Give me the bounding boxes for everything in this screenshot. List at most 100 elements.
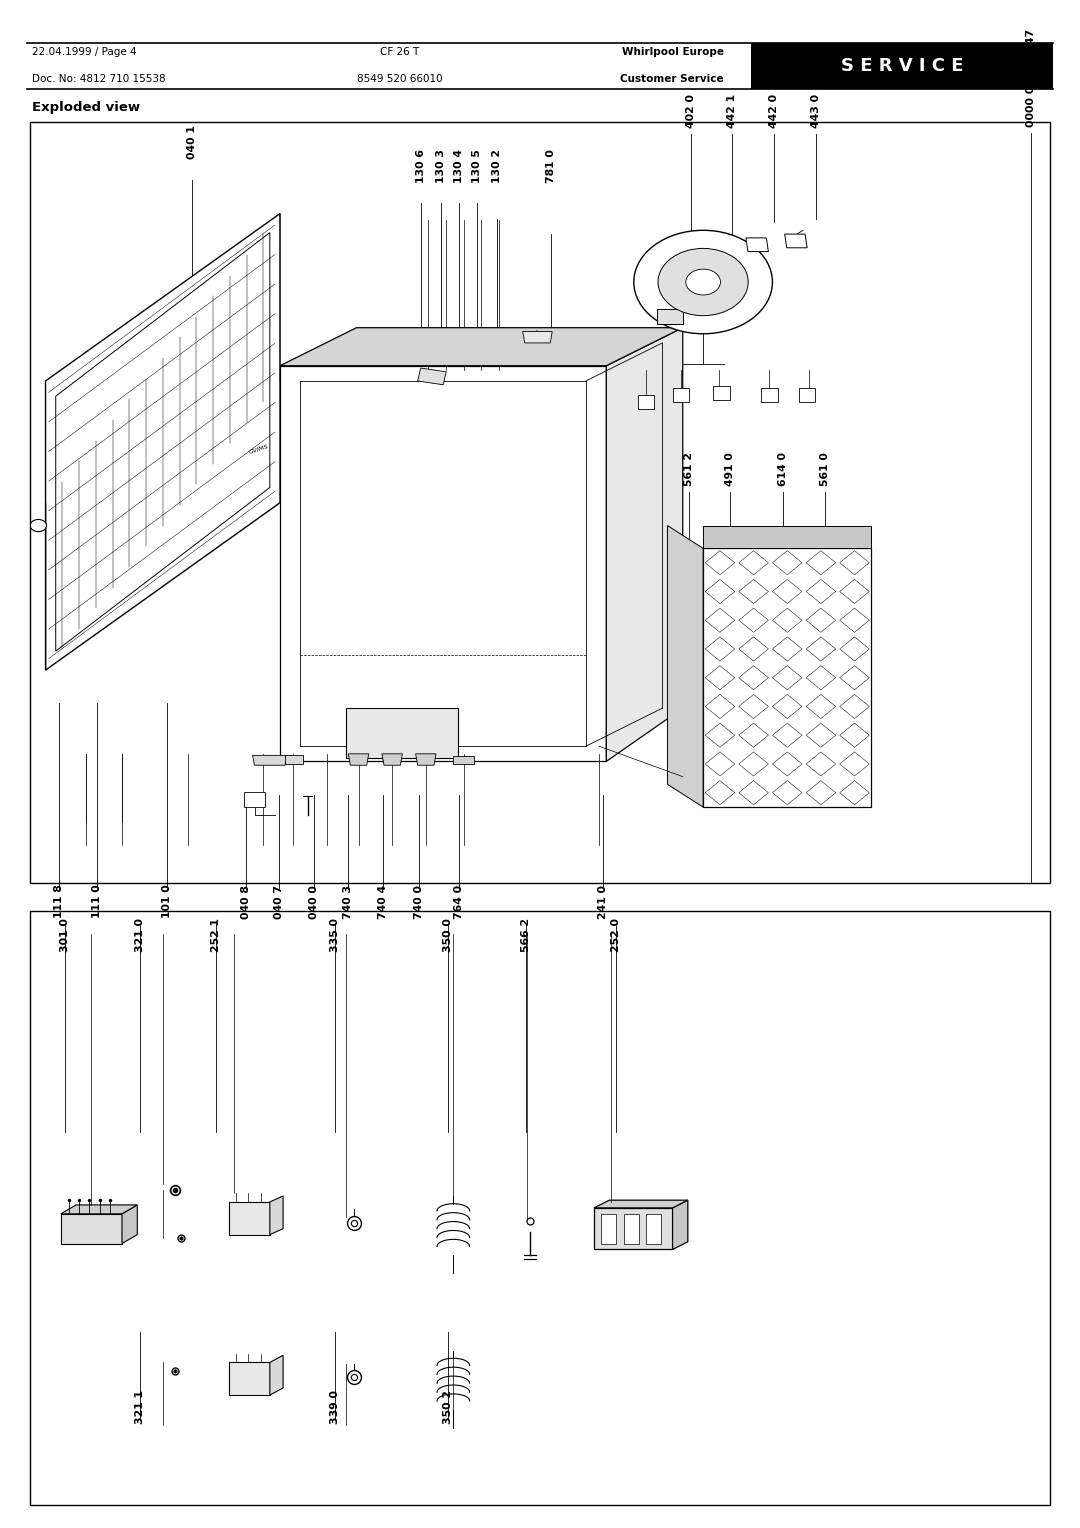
Text: 252 1: 252 1 [211,918,221,952]
Polygon shape [806,637,836,662]
Polygon shape [416,753,436,766]
Text: 101 0: 101 0 [162,885,173,918]
Polygon shape [623,1213,639,1244]
Text: S E R V I C E: S E R V I C E [840,57,963,75]
Text: 339 0: 339 0 [329,1390,340,1424]
Polygon shape [772,550,802,575]
Text: 0000 001 36447: 0000 001 36447 [1026,29,1037,127]
Text: 321 1: 321 1 [135,1390,146,1424]
Polygon shape [840,666,869,689]
Polygon shape [806,752,836,776]
Polygon shape [703,526,872,549]
Polygon shape [285,755,303,764]
Polygon shape [454,756,474,764]
Text: 442 1: 442 1 [727,95,738,128]
Polygon shape [347,707,458,758]
Polygon shape [806,579,836,604]
Polygon shape [772,579,802,604]
Text: 040 0: 040 0 [309,885,320,918]
Polygon shape [705,608,734,633]
Text: 402 0: 402 0 [686,95,697,128]
Text: 491 0: 491 0 [725,452,735,486]
Polygon shape [594,1207,673,1250]
Polygon shape [840,723,869,747]
Bar [30,122,1050,883]
Text: 764 0: 764 0 [454,885,464,918]
Polygon shape [60,1213,122,1244]
Text: 040 8: 040 8 [241,885,252,918]
Text: CF 26 T: CF 26 T [380,47,419,57]
Polygon shape [673,388,689,402]
Polygon shape [772,637,802,662]
Polygon shape [60,1206,137,1213]
Text: 561 2: 561 2 [684,452,694,486]
Polygon shape [806,694,836,718]
Polygon shape [840,694,869,718]
Text: 130 6: 130 6 [416,150,427,183]
Text: Customer Service: Customer Service [620,75,724,84]
Polygon shape [772,752,802,776]
Polygon shape [705,723,734,747]
Text: 8549 520 66010: 8549 520 66010 [356,75,443,84]
Polygon shape [253,755,287,766]
Polygon shape [806,723,836,747]
Polygon shape [646,1213,661,1244]
Text: 301 0: 301 0 [59,918,70,952]
Polygon shape [602,1213,617,1244]
Bar [30,911,1050,1505]
Circle shape [658,249,748,316]
Text: GVIMS: GVIMS [248,445,270,455]
Text: Whirlpool Europe: Whirlpool Europe [622,47,724,57]
Text: 442 0: 442 0 [769,95,780,128]
Polygon shape [703,549,872,807]
Polygon shape [799,388,815,402]
Polygon shape [45,214,280,671]
Text: 740 4: 740 4 [378,885,389,918]
Text: 781 0: 781 0 [545,150,556,183]
Polygon shape [710,260,733,275]
Polygon shape [658,309,683,324]
Polygon shape [705,666,734,689]
Polygon shape [349,753,368,766]
Text: 614 0: 614 0 [778,452,788,486]
Polygon shape [229,1363,270,1395]
Polygon shape [705,637,734,662]
Polygon shape [739,579,768,604]
Polygon shape [840,579,869,604]
Polygon shape [705,752,734,776]
Polygon shape [280,327,683,365]
Polygon shape [840,550,869,575]
Text: Exploded view: Exploded view [32,101,140,115]
Text: 241 0: 241 0 [597,885,608,918]
Polygon shape [705,694,734,718]
Polygon shape [739,752,768,776]
Bar [751,43,1053,89]
Text: 040 7: 040 7 [273,885,284,918]
Text: 740 0: 740 0 [414,885,424,918]
Circle shape [30,520,46,532]
Polygon shape [806,781,836,805]
Polygon shape [739,666,768,689]
Polygon shape [606,327,683,761]
Text: 566 2: 566 2 [521,918,531,952]
Polygon shape [713,387,730,400]
Text: 335 0: 335 0 [329,918,340,952]
Polygon shape [638,396,654,410]
Polygon shape [382,753,403,766]
Polygon shape [761,388,778,402]
Text: 740 3: 740 3 [342,885,353,918]
Polygon shape [594,1199,688,1207]
Text: 321 0: 321 0 [135,918,146,952]
Polygon shape [806,608,836,633]
Polygon shape [739,608,768,633]
Text: 350 0: 350 0 [443,918,454,952]
Text: 111 0: 111 0 [92,885,103,918]
Polygon shape [772,723,802,747]
Text: Doc. No: 4812 710 15538: Doc. No: 4812 710 15538 [32,75,166,84]
Polygon shape [739,781,768,805]
Polygon shape [806,550,836,575]
Polygon shape [739,723,768,747]
Text: 443 0: 443 0 [811,95,822,128]
Polygon shape [244,792,265,807]
Circle shape [686,269,720,295]
